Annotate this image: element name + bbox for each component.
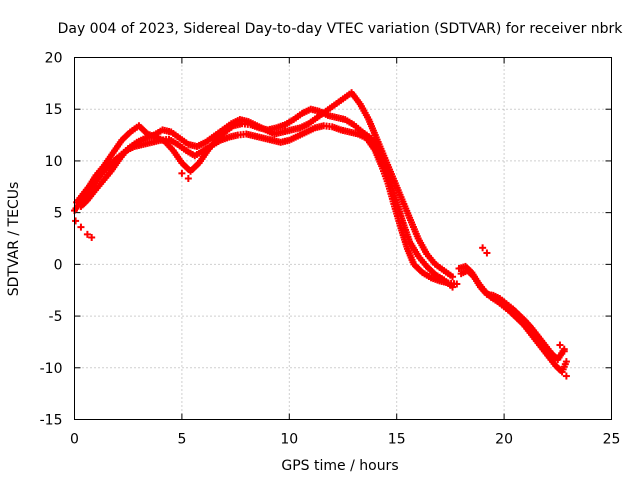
data-point: [483, 249, 491, 257]
data-point: [184, 175, 192, 183]
data-point: [83, 230, 91, 238]
x-tick-label: 25: [603, 432, 621, 448]
data-point: [560, 347, 568, 355]
data-points-layer: [71, 89, 570, 380]
data-point: [479, 244, 487, 252]
data-point: [562, 358, 570, 366]
ticks-layer: 0 5 10 15 20 25 -15 -10 -5 0 5 10 15 20: [40, 51, 621, 448]
y-axis-label: SDTVAR / TECUs: [6, 182, 22, 297]
y-tick-label: 0: [54, 257, 63, 273]
x-tick-label: 15: [388, 432, 406, 448]
y-tick-label: -10: [40, 361, 63, 377]
x-tick-label: 10: [280, 432, 298, 448]
data-point: [72, 217, 80, 225]
data-point: [449, 283, 457, 291]
chart-title: Day 004 of 2023, Sidereal Day-to-day VTE…: [58, 21, 624, 37]
y-tick-label: 10: [45, 154, 63, 170]
y-tick-label: 5: [54, 206, 63, 222]
grid-layer: [74, 57, 612, 420]
y-tick-label: -15: [40, 413, 63, 429]
y-tick-label: 20: [45, 51, 63, 67]
x-tick-label: 5: [177, 432, 186, 448]
x-axis-label: GPS time / hours: [281, 458, 398, 474]
y-tick-label: -5: [49, 309, 63, 325]
data-point: [88, 233, 96, 241]
data-point: [556, 341, 564, 349]
x-tick-label: 20: [495, 432, 513, 448]
data-point: [562, 372, 570, 380]
data-point: [453, 280, 461, 288]
plot-frame: [74, 57, 612, 420]
data-point: [178, 169, 186, 177]
x-tick-label: 0: [70, 432, 79, 448]
data-point: [77, 223, 85, 231]
data-point: [449, 273, 457, 281]
y-tick-label: 15: [45, 102, 63, 118]
